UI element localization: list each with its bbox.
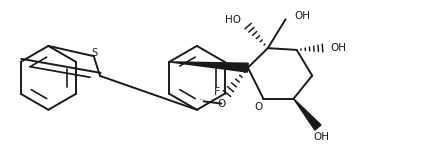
Text: methO: methO [200, 99, 205, 100]
Text: S: S [91, 48, 97, 58]
Text: O: O [217, 99, 225, 109]
Text: O: O [254, 102, 262, 112]
Text: OH: OH [330, 43, 346, 53]
Text: HO: HO [225, 15, 241, 25]
Polygon shape [169, 62, 248, 72]
Text: OH: OH [313, 132, 329, 142]
Text: F: F [214, 87, 221, 97]
Polygon shape [294, 99, 321, 130]
Text: OH: OH [295, 11, 311, 21]
